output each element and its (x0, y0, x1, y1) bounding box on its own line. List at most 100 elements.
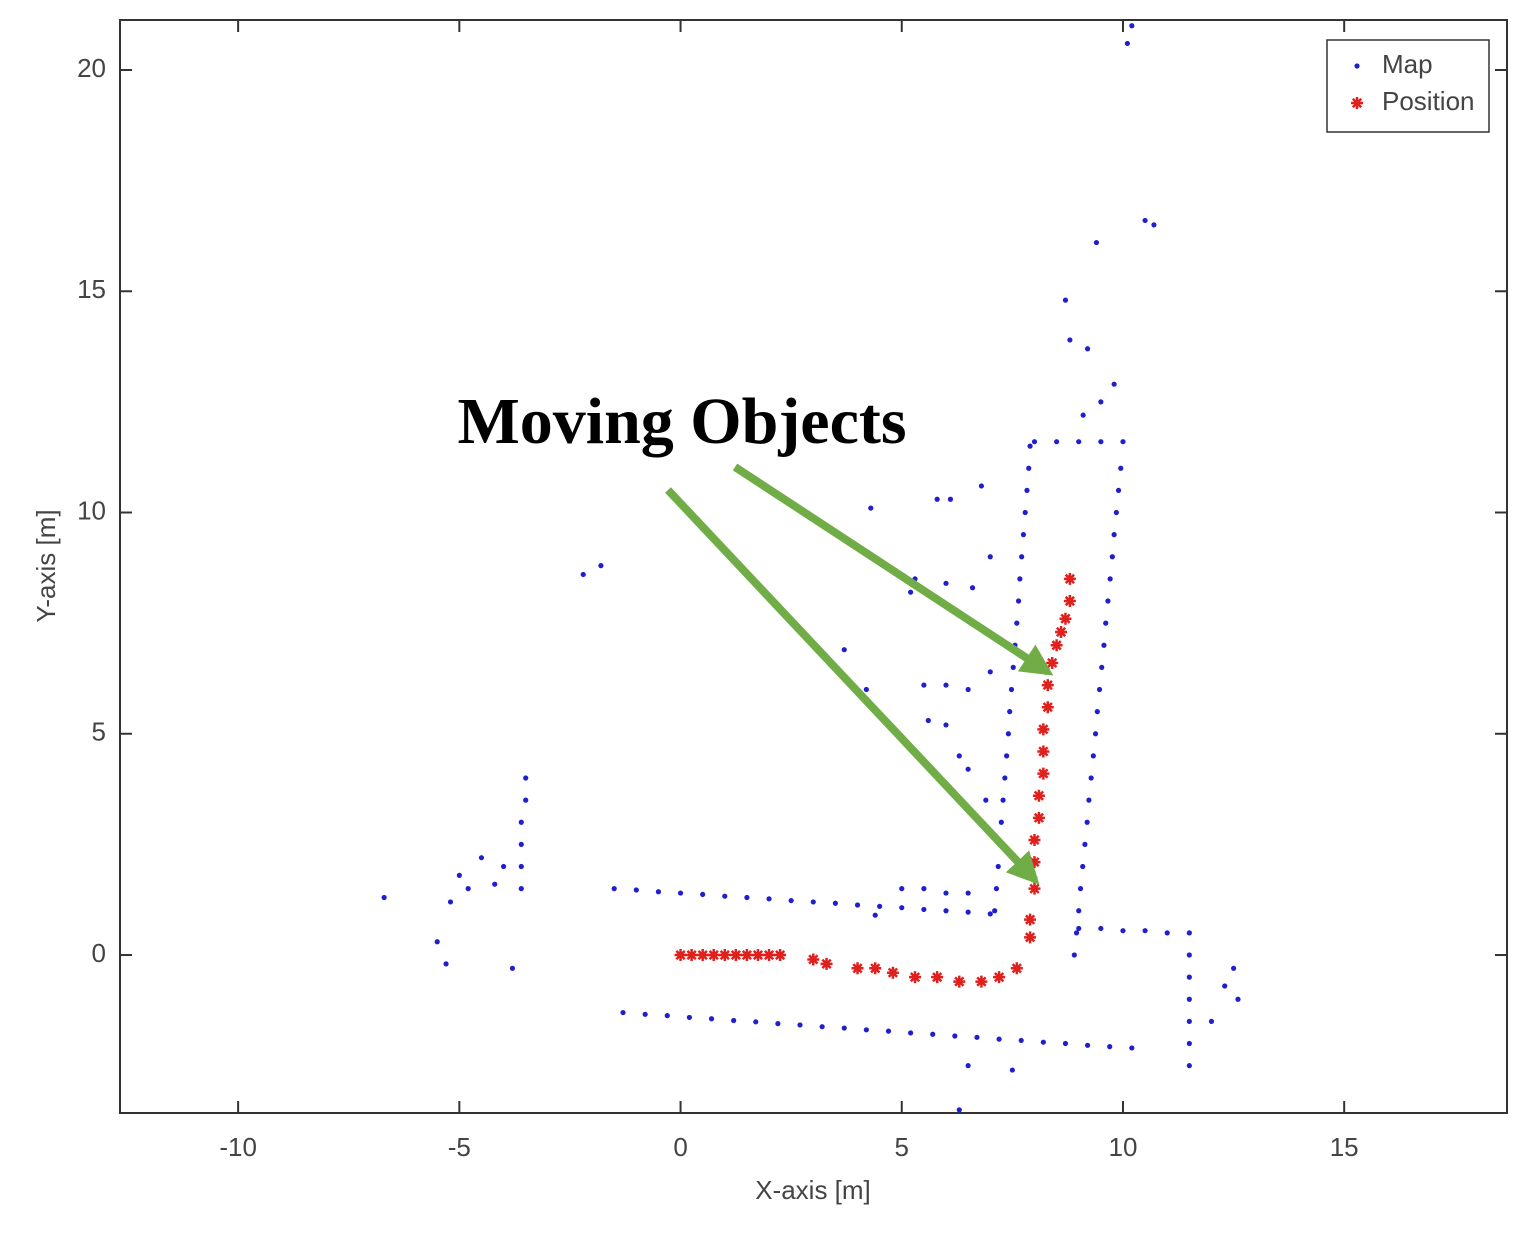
point (696, 949, 709, 962)
arrow (665, 487, 1040, 885)
point (869, 962, 882, 975)
y-axis-label: Y-axis [m] (31, 509, 61, 622)
point (700, 891, 706, 898)
point (1142, 217, 1148, 224)
point (987, 554, 993, 560)
point (899, 905, 905, 911)
point (1000, 797, 1006, 803)
point (722, 893, 728, 899)
legend-marker (1351, 97, 1363, 109)
point (492, 881, 498, 887)
point (797, 1022, 803, 1028)
point (685, 949, 698, 962)
point (921, 682, 927, 688)
annotation: Moving Objects (457, 385, 906, 458)
point (1115, 487, 1122, 493)
point (523, 775, 529, 781)
point (851, 962, 864, 975)
point (810, 899, 816, 905)
point (1103, 620, 1109, 626)
point (1235, 996, 1241, 1002)
point (1129, 23, 1135, 29)
point (1002, 775, 1008, 781)
point (1067, 337, 1073, 343)
point (775, 1021, 781, 1027)
point (908, 589, 914, 595)
point (518, 886, 524, 892)
x-tick-label: 0 (673, 1132, 687, 1162)
point (1063, 572, 1076, 585)
point (1040, 1039, 1046, 1045)
point (899, 886, 905, 892)
point (1186, 930, 1192, 936)
point (1027, 443, 1033, 449)
point (956, 753, 962, 759)
point (1041, 679, 1054, 692)
point (443, 961, 449, 967)
point (1041, 701, 1054, 714)
point (1129, 1045, 1135, 1051)
point (1098, 399, 1104, 405)
point (841, 647, 847, 653)
point (1086, 797, 1092, 803)
legend-box (1326, 39, 1490, 133)
point (1024, 913, 1037, 926)
point (1050, 639, 1063, 652)
point (868, 505, 874, 511)
point (965, 909, 971, 915)
point (707, 949, 720, 962)
point (509, 965, 516, 971)
point (686, 1014, 693, 1021)
point (841, 1025, 847, 1031)
point (1113, 509, 1119, 516)
point (1208, 1018, 1215, 1025)
point (807, 953, 820, 966)
point (1186, 996, 1192, 1002)
point (1022, 509, 1028, 516)
point (1101, 642, 1107, 648)
point (1186, 1040, 1192, 1047)
point (1028, 882, 1041, 895)
point (998, 819, 1004, 825)
point (708, 1016, 715, 1022)
x-tick-label: 10 (1109, 1132, 1138, 1162)
point (1109, 554, 1115, 560)
point (1031, 439, 1038, 445)
point (885, 1028, 892, 1034)
x-tick-label: -5 (448, 1132, 471, 1162)
point (978, 483, 985, 489)
point (1094, 709, 1100, 715)
y-tick-label: 10 (77, 495, 106, 525)
point (1017, 576, 1023, 582)
point (1186, 1018, 1192, 1025)
point (1098, 439, 1104, 445)
point (518, 863, 524, 870)
y-tick-label: 0 (92, 938, 106, 968)
point (934, 496, 940, 502)
point (909, 971, 922, 984)
point (465, 886, 471, 892)
point (1019, 554, 1025, 560)
point (1028, 833, 1041, 846)
point (677, 890, 684, 896)
y-tick-label: 15 (77, 274, 106, 304)
point (1032, 811, 1045, 824)
point (1092, 731, 1099, 737)
point (943, 580, 949, 586)
point (965, 686, 971, 693)
point (969, 585, 976, 591)
point (642, 1011, 648, 1017)
point (965, 1063, 971, 1069)
point (931, 971, 944, 984)
point (1164, 930, 1170, 936)
point (1186, 974, 1192, 980)
point (456, 872, 462, 878)
point (620, 1009, 626, 1016)
point (947, 496, 954, 502)
point (943, 890, 949, 896)
point (518, 819, 524, 825)
point (1020, 532, 1027, 538)
point (1076, 908, 1082, 914)
point (434, 939, 440, 945)
y-tick-label: 20 (77, 53, 106, 83)
